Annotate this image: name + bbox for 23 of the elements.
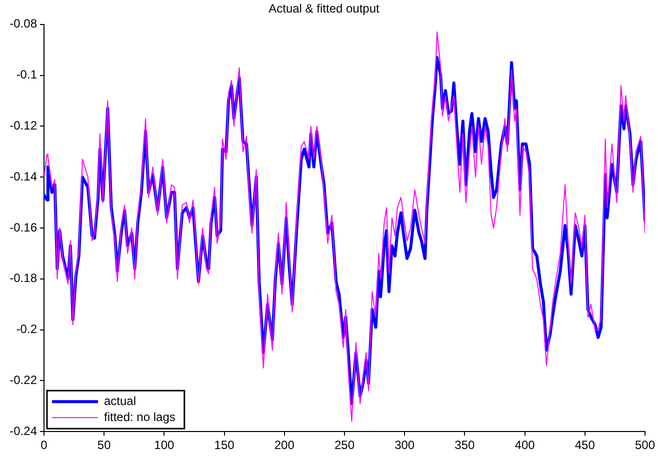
y-tick-label: -0.12 (10, 118, 38, 133)
y-tick-label: -0.14 (10, 169, 38, 184)
x-tick-label: 250 (334, 438, 355, 452)
x-tick-label: 200 (274, 438, 295, 452)
x-tick-label: 300 (394, 438, 415, 452)
x-tick-label: 100 (154, 438, 175, 452)
y-tick-label: -0.2 (16, 322, 38, 336)
y-tick-label: -0.22 (10, 373, 38, 388)
y-tick-label: -0.18 (10, 271, 38, 286)
x-tick-label: 350 (454, 438, 476, 452)
y-tick-label: -0.08 (10, 16, 38, 31)
y-tick-label: -0.1 (16, 68, 38, 82)
x-tick-label: 50 (97, 438, 112, 452)
y-tick-label: -0.16 (10, 220, 38, 234)
chart-title: Actual & fitted output (268, 2, 380, 16)
legend-label: actual (104, 394, 136, 408)
x-tick-label: 450 (574, 438, 596, 452)
y-tick-label: -0.24 (10, 424, 38, 438)
x-tick-label: 150 (214, 438, 235, 452)
x-tick-label: 500 (634, 438, 656, 452)
x-tick-label: 400 (514, 438, 536, 452)
x-tick-label: 0 (40, 438, 48, 452)
legend-label: fitted: no lags (104, 410, 176, 424)
